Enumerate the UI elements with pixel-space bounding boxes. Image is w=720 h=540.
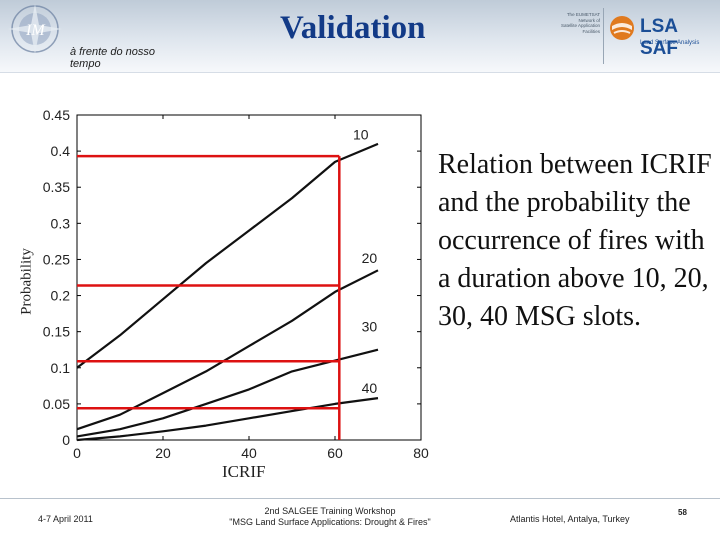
partner-text-line: The EUMETSAT: [566, 12, 600, 17]
svg-text:IM: IM: [25, 22, 46, 39]
y-axis-label: Probability: [18, 248, 35, 315]
header-banner: [0, 0, 720, 72]
y-tick-label: 0.4: [51, 143, 71, 159]
x-tick-label: 60: [327, 445, 343, 461]
y-tick-label: 0.15: [43, 324, 70, 340]
partner-text: The EUMETSAT Network of Satellite Applic…: [548, 12, 600, 34]
lsa-saf-tagline: Land Surface Analysis: [640, 40, 700, 46]
y-tick-label: 0.45: [43, 107, 70, 123]
y-tick-label: 0.1: [51, 360, 71, 376]
series-line-40: [76, 397, 379, 442]
im-logo-icon: IM: [8, 4, 62, 54]
page-number: 58: [678, 508, 687, 517]
x-tick-label: 40: [241, 445, 257, 461]
partner-text-line: Satellite Application: [560, 23, 600, 28]
lsa-saf-logo-icon: [610, 16, 634, 40]
x-axis-label: ICRIF: [222, 462, 266, 481]
header-separator: [603, 8, 604, 64]
x-tick-label: 80: [413, 445, 429, 461]
subtitle: à frente do nosso tempo: [70, 46, 156, 70]
series-annotation-label: 20: [362, 250, 378, 266]
y-tick-label: 0.05: [43, 396, 70, 412]
y-tick-label: 0.25: [43, 251, 70, 267]
x-tick-label: 20: [155, 445, 171, 461]
description-text: Relation between ICRIF and the probabili…: [438, 149, 712, 332]
y-tick-label: 0: [62, 432, 70, 448]
footer-event-line1: 2nd SALGEE Training Workshop: [264, 506, 396, 516]
page-title: Validation: [280, 10, 426, 46]
series-annotation-label: 10: [353, 127, 369, 143]
partner-text-line: Network of: [578, 17, 600, 23]
footer-date: 4-7 April 2011: [38, 514, 93, 524]
x-tick-label: 0: [73, 445, 81, 461]
series-line-20: [76, 269, 379, 431]
y-tick-label: 0.3: [51, 215, 71, 231]
footer-divider: [0, 498, 720, 499]
series-line-10: [76, 142, 379, 369]
footer-event: 2nd SALGEE Training Workshop "MSG Land S…: [200, 506, 460, 528]
y-tick-label: 0.2: [51, 288, 71, 304]
partner-text-line: Facilities: [582, 28, 600, 34]
series-annotation-label: 30: [362, 319, 378, 335]
y-tick-label: 0.35: [43, 179, 70, 195]
footer-event-line2: "MSG Land Surface Applications: Drought …: [229, 517, 431, 527]
footer-venue: Atlantis Hotel, Antalya, Turkey: [510, 514, 630, 524]
lsa-saf-name: LSA SAF: [640, 16, 678, 59]
series-annotation-label: 40: [362, 380, 378, 396]
header-divider: [0, 72, 720, 73]
